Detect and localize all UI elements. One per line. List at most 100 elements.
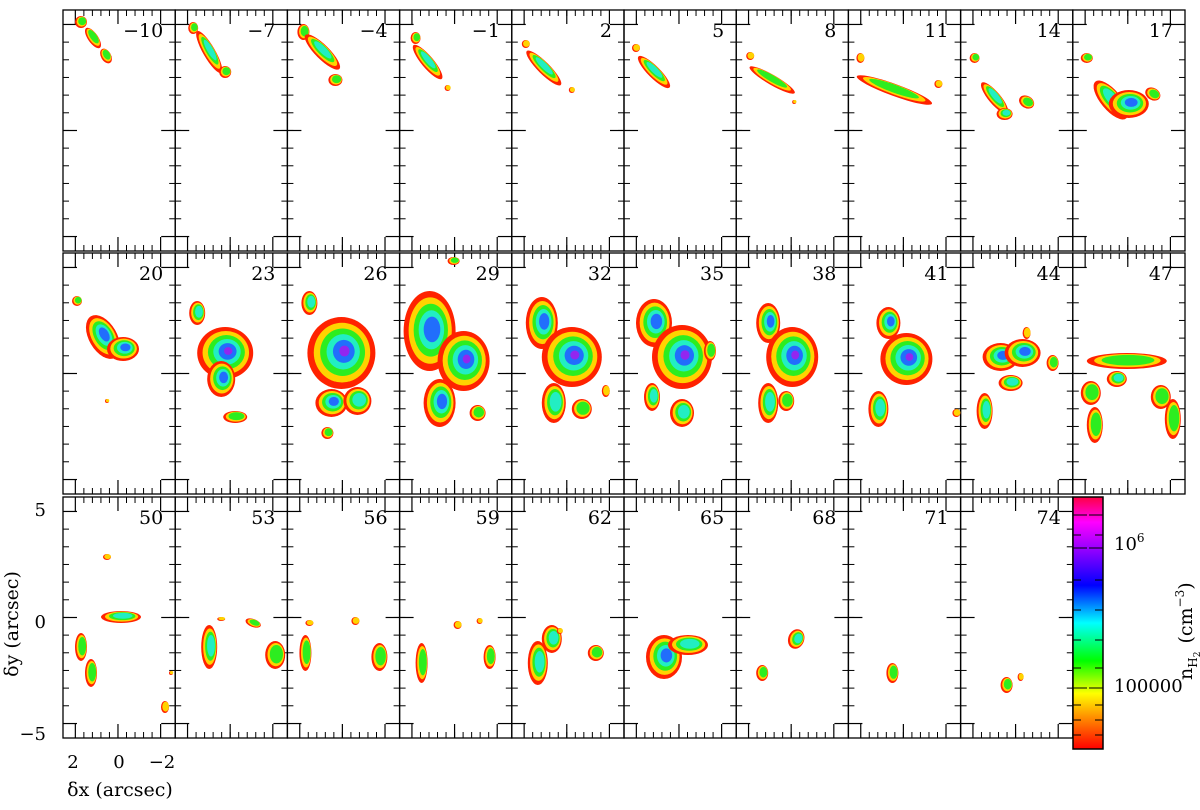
emission-channel — [297, 24, 343, 86]
channel-label: −1 — [472, 20, 500, 42]
emission-blob — [969, 53, 980, 63]
emission-blob — [84, 27, 102, 49]
emission-blob — [343, 387, 372, 415]
emission-blob — [746, 52, 755, 60]
channel-panel — [62, 252, 176, 495]
emission-blob — [169, 670, 174, 675]
channel-label: 35 — [700, 263, 724, 285]
emission-channel — [976, 327, 1059, 429]
emission-channel — [299, 617, 388, 671]
emission-channel — [75, 554, 174, 713]
channel-label: 17 — [1149, 20, 1173, 42]
emission-channel — [646, 635, 708, 679]
channel-panel — [959, 9, 1074, 252]
emission-blob — [996, 108, 1013, 120]
channel-label: 59 — [476, 507, 500, 529]
emission-blob — [787, 629, 805, 649]
emission-blob — [632, 44, 640, 52]
emission-blob — [103, 554, 111, 560]
emission-blob — [886, 663, 899, 683]
emission-blob — [437, 331, 490, 391]
channel-panel — [286, 9, 401, 252]
emission-blob — [469, 405, 486, 421]
emission-channel — [969, 53, 1035, 120]
emission-blob — [1046, 355, 1059, 371]
channel-label: 44 — [1037, 263, 1061, 285]
emission-channel — [521, 40, 575, 93]
emission-blob — [1022, 327, 1031, 339]
channel-label: 14 — [1037, 20, 1061, 42]
channel-label: 26 — [363, 263, 387, 285]
emission-channel — [301, 291, 376, 439]
channel-panel — [174, 9, 289, 252]
emission-blob — [301, 291, 318, 315]
emission-blob — [668, 635, 708, 655]
channel-label: −10 — [123, 20, 163, 42]
channel-panel — [623, 9, 737, 252]
emission-blob — [934, 80, 943, 88]
channel-panel — [735, 496, 850, 739]
emission-blob — [587, 645, 604, 661]
channel-panel — [62, 9, 176, 252]
emission-channel — [756, 303, 819, 423]
emission-blob — [100, 48, 112, 64]
emission-blob — [351, 617, 360, 625]
emission-blob — [541, 383, 566, 423]
emission-blob — [444, 85, 451, 91]
emission-blob — [412, 44, 443, 80]
emission-blob — [305, 620, 314, 626]
channel-panel — [847, 496, 962, 739]
emission-blob — [107, 337, 139, 361]
x-axis-label: δx (arcsec) — [67, 779, 173, 801]
emission-blob — [307, 317, 376, 389]
emission-blob — [101, 611, 141, 623]
emission-blob — [1080, 53, 1093, 63]
emission-blob — [568, 87, 575, 93]
emission-blob — [778, 391, 795, 411]
emission-blob — [1017, 673, 1024, 681]
emission-channel — [403, 257, 490, 427]
emission-blob — [756, 665, 769, 681]
emission-blob — [980, 82, 1009, 114]
emission-channel — [868, 307, 961, 427]
channel-label: 41 — [924, 263, 948, 285]
y-tick-minus5: −5 — [19, 724, 46, 745]
emission-blob — [196, 31, 223, 73]
emission-blob — [976, 393, 993, 429]
emission-blob — [749, 66, 795, 94]
emission-blob — [1150, 385, 1171, 409]
emission-blob — [223, 411, 248, 423]
emission-channel — [1000, 673, 1024, 693]
emission-blob — [792, 99, 797, 104]
channel-label: 47 — [1149, 263, 1173, 285]
emission-channel — [636, 299, 716, 427]
colorbar: 106 100000 nH2(cm−3) — [1072, 496, 1200, 750]
x-tick-2: 2 — [67, 752, 78, 773]
emission-channel — [201, 616, 286, 669]
y-tick-5: 5 — [35, 500, 46, 521]
emission-blob — [161, 701, 169, 713]
emission-blob — [526, 50, 562, 86]
channel-label: 62 — [588, 507, 612, 529]
emission-blob — [998, 375, 1023, 391]
channel-panel — [62, 496, 176, 739]
channel-label: 68 — [812, 507, 836, 529]
emission-blob — [876, 307, 901, 339]
emission-channel — [189, 301, 254, 423]
emission-blob — [201, 625, 218, 669]
channel-panel — [286, 496, 401, 739]
emission-blob — [525, 297, 558, 349]
emission-blob — [447, 257, 460, 265]
x-tick-0: 0 — [113, 752, 124, 773]
emission-blob — [72, 296, 82, 306]
channel-panel — [1072, 252, 1186, 495]
emission-blob — [85, 659, 97, 687]
emission-blob — [483, 645, 496, 669]
channel-panel — [959, 252, 1074, 495]
channel-label: 23 — [251, 263, 275, 285]
channel-panel — [174, 252, 289, 495]
channel-label: 38 — [812, 263, 836, 285]
emission-channel — [525, 297, 610, 423]
emission-blob — [637, 55, 671, 89]
